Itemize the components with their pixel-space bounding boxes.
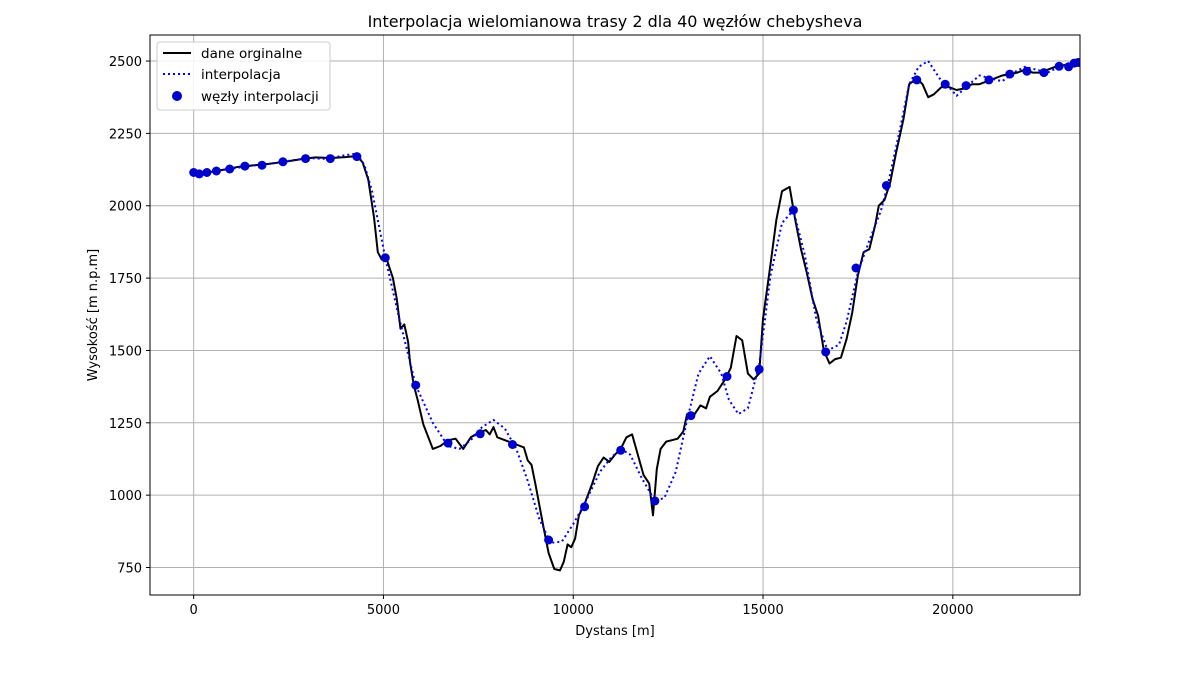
- x-tick-label: 0: [190, 603, 198, 618]
- series-layer: [189, 58, 1080, 572]
- x-tick-label: 20000: [932, 603, 973, 618]
- interpolation-node-point: [1022, 66, 1032, 76]
- interpolation-node-point: [580, 502, 590, 512]
- interpolation-node-point: [475, 429, 485, 439]
- interpolation-node-point: [194, 169, 204, 179]
- interpolation-node-point: [1073, 58, 1080, 67]
- interpolation-node-point: [851, 263, 861, 273]
- interpolation-node-point: [881, 181, 891, 190]
- y-tick-label: 1250: [109, 417, 142, 432]
- series-interpolation-line: [193, 60, 1080, 544]
- interpolation-node-point: [1054, 61, 1064, 71]
- y-axis-title: Wysokość [m n.p.m]: [86, 249, 101, 381]
- interpolation-node-point: [940, 79, 950, 89]
- y-tick-label: 1750: [109, 272, 142, 287]
- interpolation-node-point: [352, 152, 362, 162]
- interpolation-node-point: [912, 75, 922, 85]
- interpolation-node-point: [380, 253, 390, 263]
- legend-nodes-marker: [172, 91, 182, 101]
- ticks: 0 5000 10000 15000 20000 750 1000 1250 1500 1750 2…: [109, 55, 974, 618]
- interpolation-node-point: [240, 161, 250, 171]
- interpolation-node-point: [325, 154, 335, 164]
- interpolation-node-point: [1039, 68, 1049, 78]
- interpolation-node-point: [544, 535, 554, 545]
- y-tick-label: 1500: [109, 344, 142, 359]
- interpolation-node-point: [278, 157, 288, 167]
- interpolation-node-point: [411, 380, 421, 390]
- legend-box: [156, 41, 331, 111]
- legend-nodes-label: węzły interpolacji: [201, 89, 319, 105]
- interpolation-node-point: [754, 364, 764, 374]
- grid: [150, 35, 1080, 595]
- interpolation-node-point: [650, 496, 660, 506]
- x-tick-label: 10000: [553, 603, 594, 618]
- chart-title: Interpolacja wielomianowa trasy 2 dla 40…: [368, 12, 863, 31]
- interpolation-node-point: [443, 438, 453, 448]
- interpolation-node-point: [616, 445, 626, 455]
- interpolation-node-point: [984, 75, 994, 85]
- x-axis-title: Dystans [m]: [575, 624, 655, 639]
- interpolation-node-point: [821, 347, 831, 357]
- interpolation-node-point: [508, 440, 517, 449]
- legend: dane orginalne interpolacja węzły interp…: [156, 41, 331, 111]
- interpolation-node-point: [211, 166, 221, 176]
- x-tick-label: 5000: [367, 603, 400, 618]
- interpolation-node-point: [961, 81, 971, 91]
- interpolation-node-point: [301, 154, 311, 164]
- interpolation-node-point: [722, 372, 732, 381]
- interpolation-node-point: [202, 168, 212, 177]
- y-tick-label: 2000: [109, 200, 142, 215]
- interpolation-node-point: [1005, 69, 1015, 79]
- y-tick-label: 1000: [109, 489, 142, 504]
- interpolation-node-point: [686, 411, 696, 421]
- y-tick-label: 2500: [109, 55, 142, 70]
- interpolation-node-point: [225, 164, 235, 174]
- y-tick-label: 2250: [109, 127, 142, 142]
- plot-frame: [149, 34, 1081, 596]
- interpolation-node-point: [788, 205, 798, 215]
- legend-interpolation-label: interpolacja: [201, 67, 281, 83]
- x-tick-label: 15000: [742, 603, 783, 618]
- interpolation-node-point: [257, 160, 267, 170]
- y-tick-label: 750: [117, 562, 142, 577]
- legend-original-label: dane orginalne: [201, 46, 302, 62]
